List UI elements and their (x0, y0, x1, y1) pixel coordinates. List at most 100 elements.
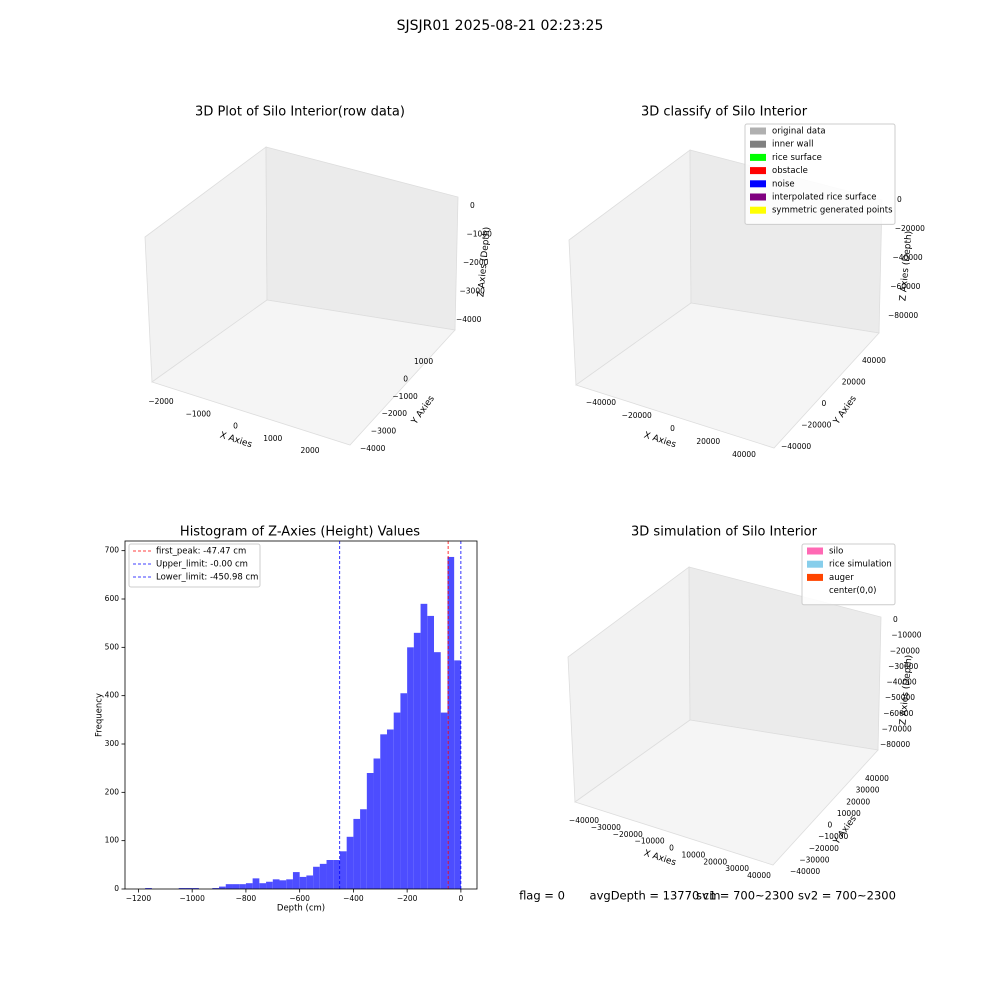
pane (575, 302, 880, 449)
z-tick-label: −2000 (463, 258, 489, 267)
x-tick-label: −10000 (635, 837, 665, 846)
bar (178, 888, 186, 889)
x-tick-label: 0 (458, 894, 463, 903)
status-text: sv1 = 700~2300 (696, 889, 794, 903)
y-tick-label: −20000 (809, 844, 839, 853)
bar (447, 556, 455, 889)
z-tick-label: 0 (897, 195, 902, 204)
x-tick-label: 0 (233, 422, 238, 431)
bar (225, 884, 233, 889)
x-tick-label: −600 (289, 894, 310, 903)
legend-swatch (750, 153, 766, 161)
pane (265, 146, 459, 331)
bar (292, 872, 300, 889)
bar (366, 773, 374, 889)
y-tick-label: 20000 (846, 797, 870, 806)
y-tick-label: 20000 (842, 378, 866, 387)
box-1 (144, 146, 459, 446)
y-tick-label: 300 (105, 739, 120, 748)
plot-frame (124, 540, 478, 890)
x-tick-label: −1000 (179, 894, 205, 903)
bar (434, 652, 441, 889)
bar (454, 660, 461, 889)
bar (353, 818, 361, 889)
x-tick-label: −800 (236, 894, 257, 903)
legend-box (801, 543, 896, 606)
y-tick-label: 10000 (837, 809, 861, 818)
z-tick-label: −60000 (890, 282, 920, 291)
y-tick-label: −3000 (371, 427, 397, 436)
y-tick-label: −20000 (801, 421, 831, 430)
bar (333, 860, 340, 889)
y-tick-label: −40000 (790, 867, 820, 876)
x-tick-label: −40000 (569, 816, 599, 825)
status-text: sv2 = 700~2300 (798, 889, 896, 903)
x-tick-label: −1200 (126, 894, 152, 903)
bar (239, 884, 246, 889)
legend-swatch (750, 206, 766, 214)
pane (151, 299, 456, 446)
z-tick-label: 0 (893, 615, 898, 624)
legend-swatch (807, 573, 823, 581)
bar (266, 881, 273, 889)
bar (212, 888, 220, 889)
z-tick-label: −20000 (890, 646, 920, 655)
x-tick-label: 1000 (263, 434, 282, 443)
bar (299, 876, 307, 889)
bar (252, 878, 260, 889)
bar (427, 615, 435, 889)
legend-label: first_peak: -47.47 cm (156, 547, 246, 557)
bar (407, 647, 414, 889)
bar (346, 836, 354, 889)
y-tick-label: −2000 (382, 409, 408, 418)
bar (413, 632, 421, 889)
legend-swatch (807, 547, 823, 555)
legend-label: auger (829, 573, 854, 583)
legend-label: silo (829, 547, 843, 557)
x-tick-label: 40000 (747, 871, 771, 880)
y-tick-label: −1000 (392, 392, 418, 401)
y-tick-label: 40000 (862, 356, 886, 365)
x-tick-label: −40000 (586, 398, 616, 407)
bar (339, 851, 347, 889)
x-tick-label: −200 (397, 894, 418, 903)
x-tick-label: −20000 (613, 830, 643, 839)
status-text: avgDepth = 13770 cm (590, 889, 721, 903)
y-tick-label: 100 (105, 836, 120, 845)
x-axis-label: X Axies (642, 431, 677, 451)
legend-label: interpolated rice surface (772, 193, 877, 203)
y-tick-label: 0 (403, 374, 408, 383)
legend-label: rice surface (772, 153, 822, 163)
y-tick-label: −4000 (360, 444, 386, 453)
bar (386, 729, 394, 889)
legend-label: noise (772, 179, 795, 189)
panes (144, 146, 883, 866)
figure-title: SJSJR01 2025-08-21 02:23:25 (397, 18, 604, 34)
bar (373, 758, 381, 889)
y-tick-label: 500 (105, 642, 120, 651)
bar (286, 879, 293, 889)
bar (245, 883, 253, 889)
bar (145, 888, 152, 889)
bar (326, 860, 334, 889)
bar (319, 863, 327, 889)
legend-label: symmetric generated points (772, 206, 893, 216)
legend-swatch (807, 560, 823, 568)
y-tick-label: 1000 (414, 357, 433, 366)
z-tick-label: −40000 (893, 253, 923, 262)
legend-label: obstacle (772, 166, 808, 176)
y-tick-label: −40000 (781, 442, 811, 451)
legend-swatch (750, 140, 766, 148)
legend-swatch (750, 127, 766, 135)
bar (313, 866, 320, 889)
z-tick-label: −3000 (460, 287, 486, 296)
y-tick-label: 0 (114, 884, 119, 893)
legend-swatch (750, 180, 766, 188)
legend-box (128, 543, 261, 588)
z-tick-label: −60000 (883, 709, 913, 718)
x-tick-label: 20000 (703, 857, 727, 866)
bar (272, 879, 280, 889)
y-axis-label: Frequency (95, 693, 105, 737)
box-4 (567, 566, 882, 866)
